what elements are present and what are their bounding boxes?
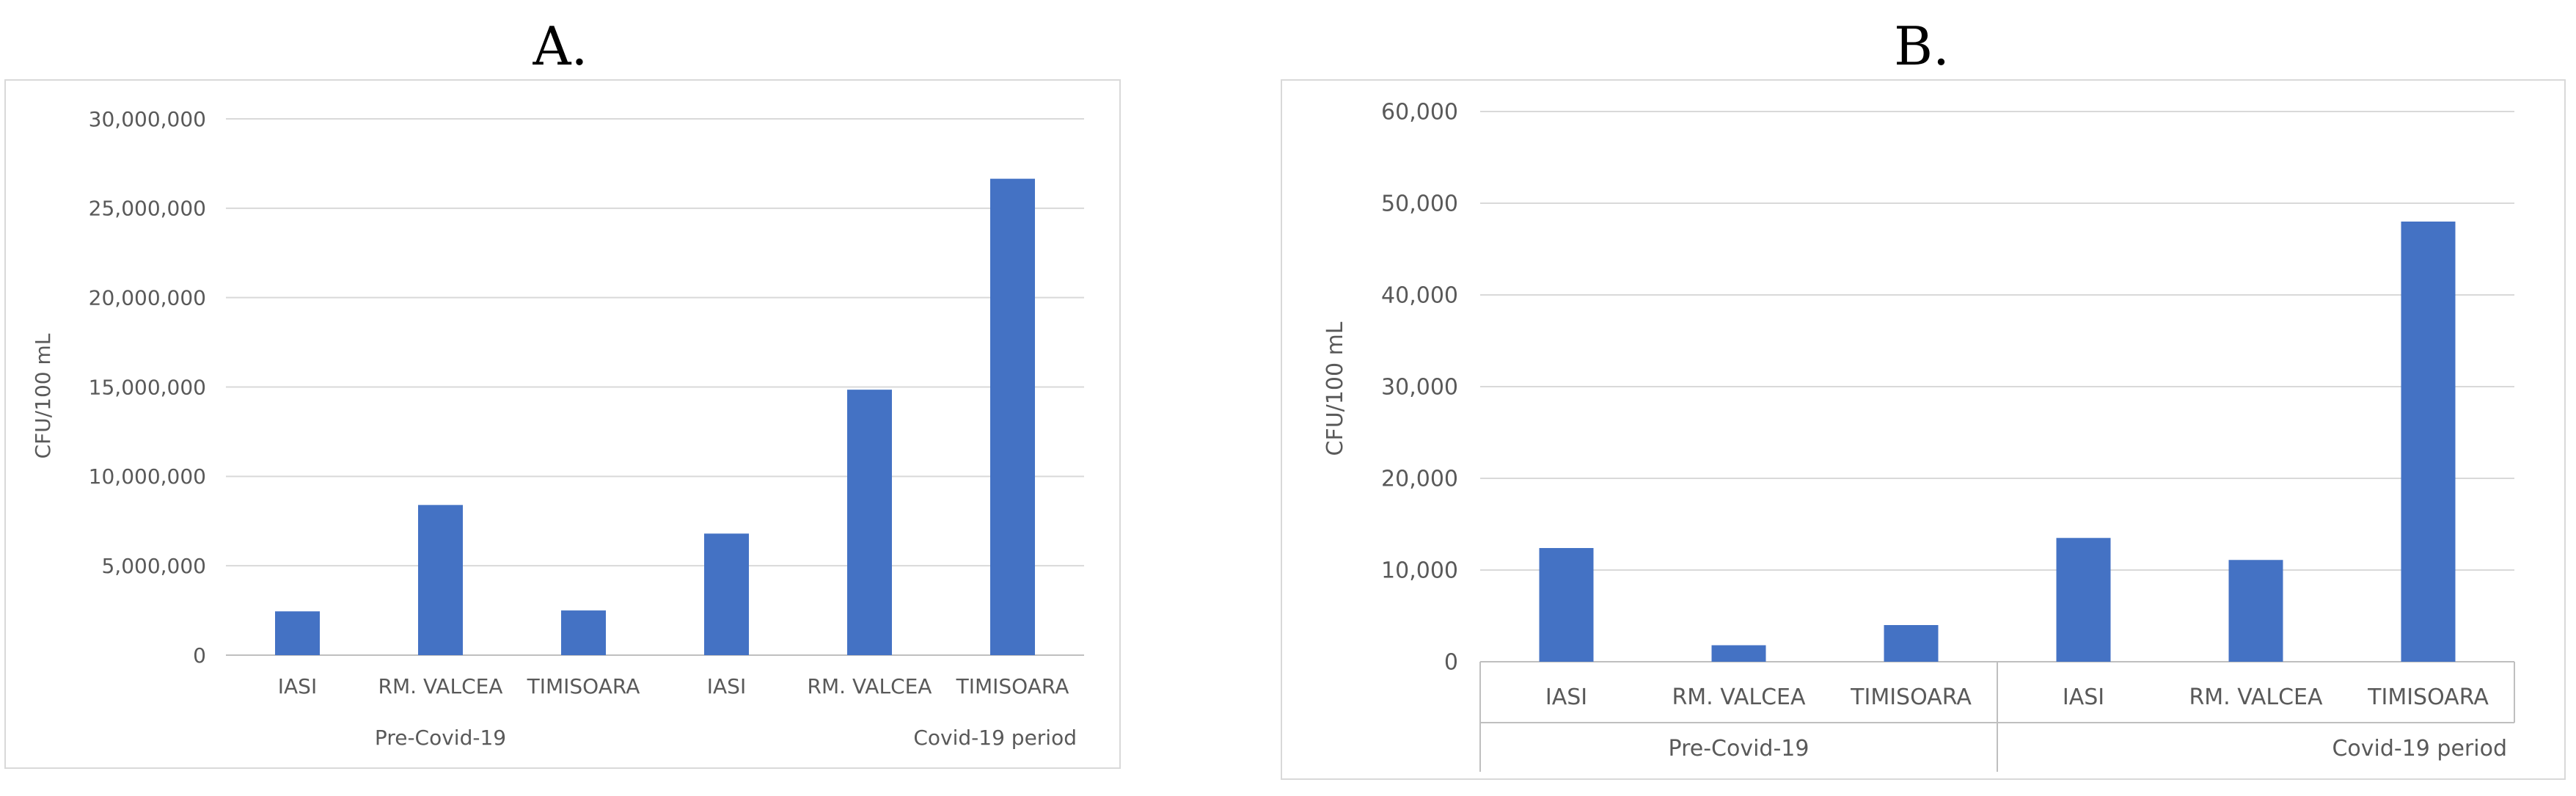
y-tick-label: 0: [1444, 650, 1458, 676]
bar: [275, 611, 320, 655]
bar: [1711, 645, 1766, 662]
y-tick-label: 15,000,000: [89, 375, 206, 399]
x-category-label: TIMISOARA: [2367, 684, 2489, 710]
x-group-label: Pre-Covid-19: [375, 726, 506, 750]
x-category-label: IASI: [278, 674, 317, 698]
y-axis-label: CFU/100 mL: [1322, 321, 1348, 456]
x-category-label: RM. VALCEA: [2189, 684, 2323, 710]
y-tick-label: 25,000,000: [89, 197, 206, 221]
y-tick-label: 10,000,000: [89, 464, 206, 489]
x-category-label: TIMISOARA: [956, 674, 1069, 698]
chart-b: 0 10,000 20,000 30,000 40,000 50,000 60,000 CFU…: [1322, 100, 2515, 772]
x-category-label: IASI: [1545, 684, 1587, 710]
bar: [561, 610, 606, 655]
bar: [704, 533, 749, 655]
y-tick-label: 30,000: [1381, 375, 1458, 401]
x-category-label: TIMISOARA: [527, 674, 640, 698]
bar: [2228, 560, 2283, 662]
chart-a-frame: 0 5,000,000 10,000,000 15,000,000 20,000,000…: [4, 79, 1121, 769]
bar: [990, 178, 1035, 656]
y-tick-label: 30,000,000: [89, 107, 206, 131]
x-category-label: TIMISOARA: [1850, 684, 1972, 710]
bar: [1539, 548, 1594, 662]
x-category-label: RM. VALCEA: [808, 674, 932, 698]
y-tick-label: 0: [193, 643, 206, 668]
y-axis-label: CFU/100 mL: [31, 333, 55, 459]
y-tick-label: 20,000,000: [89, 285, 206, 310]
x-category-label: IASI: [2063, 684, 2104, 710]
x-group-label: Covid-19 period: [913, 726, 1077, 750]
chart-a: 0 5,000,000 10,000,000 15,000,000 20,000,000…: [31, 107, 1084, 750]
y-tick-label: 60,000: [1381, 100, 1458, 125]
bar: [1884, 625, 1939, 662]
x-category-label: RM. VALCEA: [378, 674, 503, 698]
bar: [847, 390, 892, 655]
x-group-label: Covid-19 period: [2332, 736, 2507, 762]
y-tick-label: 10,000: [1381, 558, 1458, 584]
x-category-label: IASI: [707, 674, 746, 698]
y-tick-label: 5,000,000: [101, 554, 206, 578]
panel-b-title: B.: [1894, 15, 1950, 77]
panel-a-title: A.: [533, 15, 588, 77]
bar: [418, 505, 463, 655]
y-tick-label: 50,000: [1381, 191, 1458, 217]
bar: [2401, 222, 2456, 662]
chart-b-frame: 0 10,000 20,000 30,000 40,000 50,000 60,000 CFU…: [1281, 79, 2566, 780]
bar: [2056, 538, 2111, 662]
x-category-label: RM. VALCEA: [1672, 684, 1806, 710]
y-tick-label: 40,000: [1381, 283, 1458, 309]
y-tick-label: 20,000: [1381, 467, 1458, 492]
x-group-label: Pre-Covid-19: [1669, 736, 1810, 762]
